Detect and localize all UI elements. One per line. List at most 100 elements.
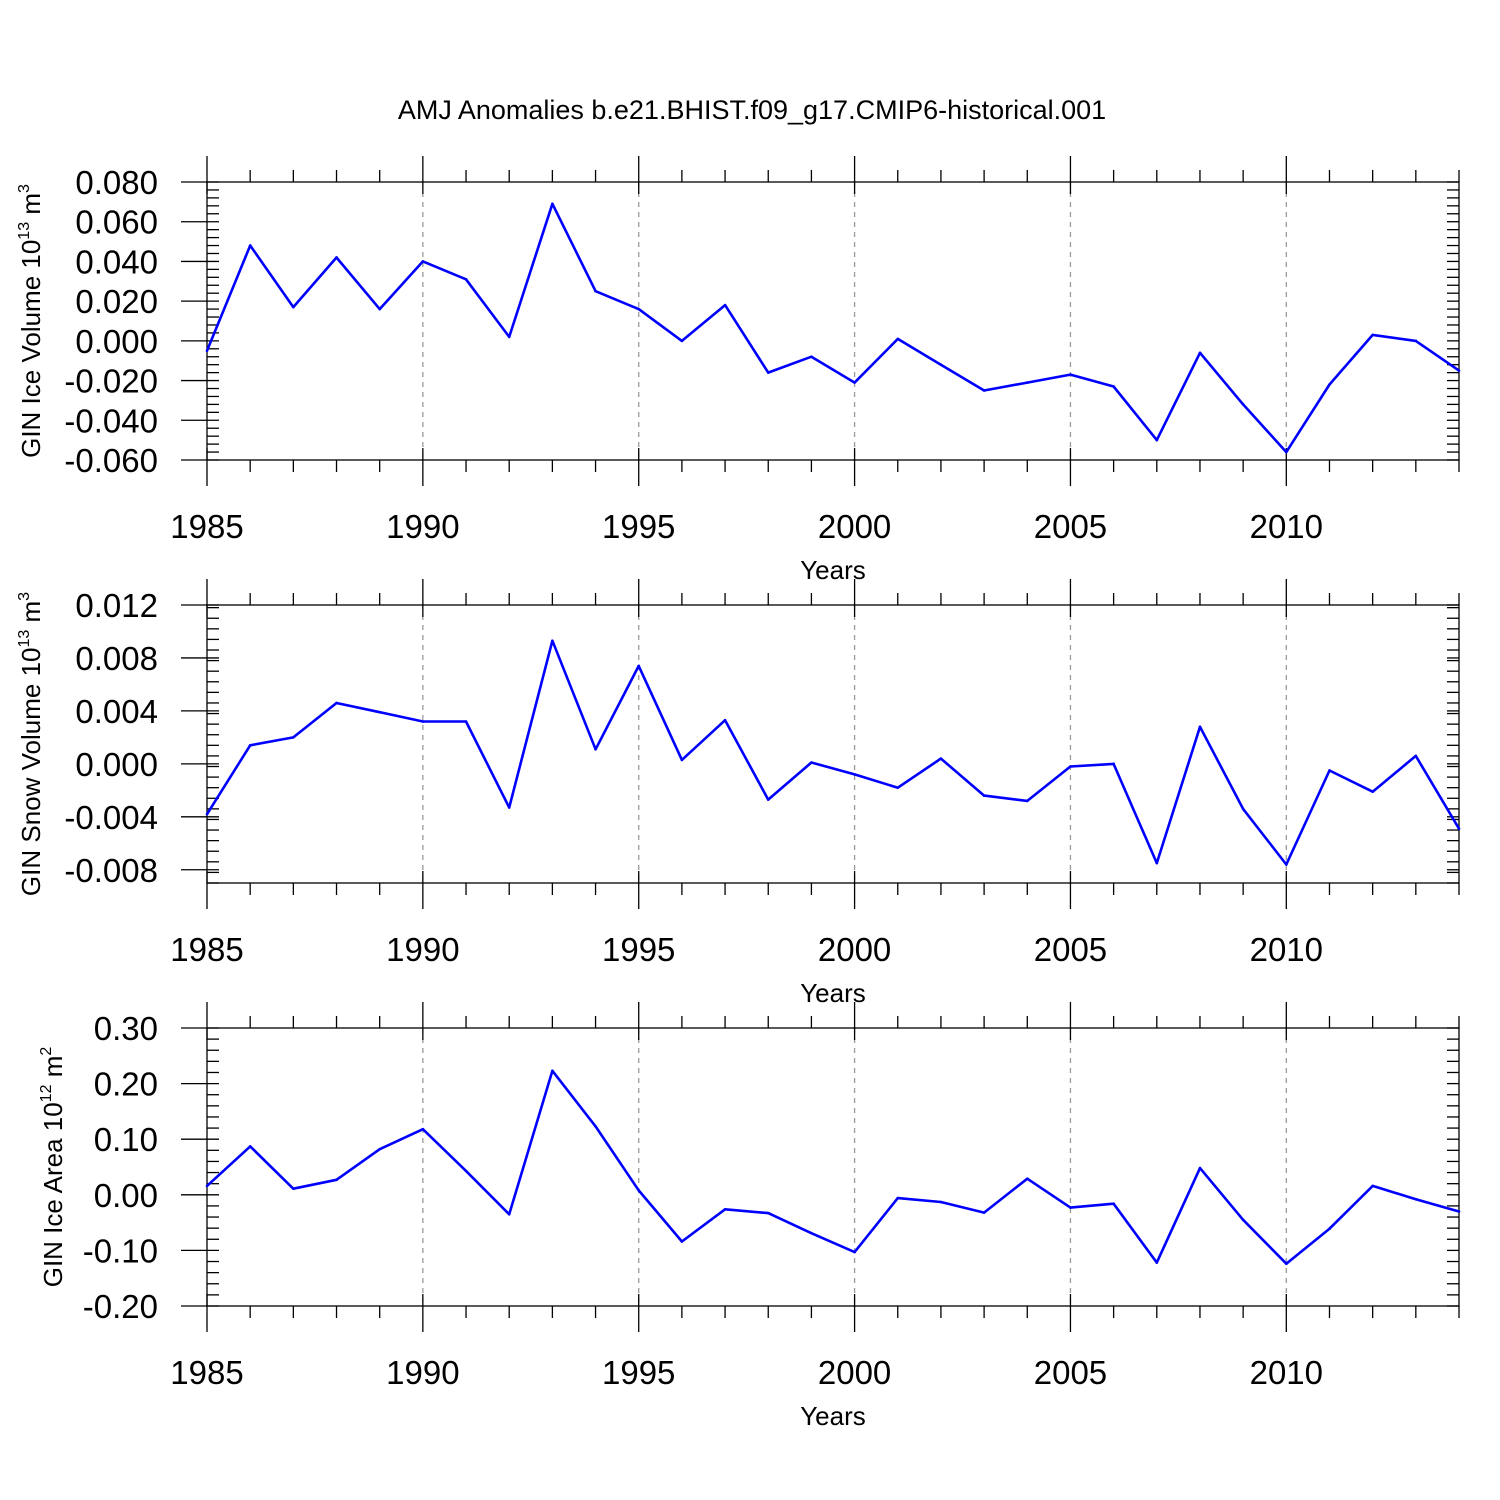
data-point — [551, 639, 554, 643]
data-point — [680, 1240, 684, 1243]
x-tick-label: 1985 — [170, 508, 243, 545]
y-tick-label: 0.060 — [75, 204, 158, 241]
data-point — [1414, 1197, 1418, 1201]
series-line — [205, 639, 1461, 866]
y-tick-label: 0.004 — [75, 693, 158, 730]
data-point — [939, 1200, 943, 1204]
data-point — [1069, 765, 1072, 768]
data-point — [1155, 861, 1159, 865]
data-point — [1285, 1262, 1288, 1266]
x-axis-title: Years — [800, 978, 866, 1008]
data-point — [1328, 383, 1331, 386]
data-point — [939, 363, 943, 366]
x-tick-label: 1990 — [386, 508, 459, 545]
x-tick-label: 1985 — [170, 1354, 243, 1391]
y-tick-label: -0.020 — [64, 363, 158, 400]
data-point — [1155, 1261, 1159, 1264]
y-tick-label: -0.004 — [64, 799, 158, 836]
data-point — [1285, 863, 1288, 866]
data-point — [853, 773, 856, 776]
x-tick-label: 2010 — [1250, 508, 1323, 545]
y-axis-title-part: m — [16, 193, 46, 222]
data-point — [464, 1169, 468, 1173]
data-point — [1112, 762, 1115, 766]
data-point — [939, 757, 943, 760]
data-point — [766, 371, 770, 374]
data-point — [551, 202, 554, 206]
data-point — [766, 798, 770, 801]
y-tick-label: -0.060 — [64, 442, 158, 479]
data-point — [1198, 351, 1202, 355]
x-tick-label: 1995 — [602, 508, 675, 545]
y-axis-title: GIN Ice Volume 1013 m3 — [16, 184, 46, 458]
x-tick-label: 2010 — [1250, 1354, 1323, 1391]
y-tick-label: -0.20 — [83, 1288, 158, 1325]
data-point — [594, 1125, 597, 1128]
y-axis-title-superscript: 13 — [16, 222, 33, 240]
data-point — [464, 278, 468, 281]
data-point — [1371, 1184, 1374, 1188]
data-point — [378, 307, 381, 311]
data-point — [680, 339, 684, 343]
y-axis-title-part: m — [38, 1056, 68, 1085]
chart-title: AMJ Anomalies b.e21.BHIST.f09_g17.CMIP6-… — [398, 95, 1106, 125]
y-tick-label: 0.000 — [75, 323, 158, 360]
data-point — [292, 305, 295, 309]
y-axis-title: GIN Snow Volume 1013 m3 — [16, 592, 46, 896]
y-axis-title-part: GIN Snow Volume 10 — [16, 648, 46, 897]
data-point — [507, 806, 511, 809]
x-tick-label: 1985 — [170, 931, 243, 968]
x-tick-label: 2005 — [1034, 1354, 1107, 1391]
y-axis-title-superscript: 2 — [38, 1047, 55, 1056]
data-point — [1457, 827, 1461, 831]
data-point — [723, 718, 727, 722]
x-tick-label: 2000 — [818, 931, 891, 968]
y-tick-label: 0.020 — [75, 283, 158, 320]
data-point — [723, 1207, 727, 1211]
data-point — [1457, 369, 1461, 372]
panel-1: 1985 1990 1995 2000 2005 20100.0800.0600.0400… — [16, 156, 1461, 585]
data-point — [1241, 1218, 1245, 1222]
data-point — [335, 256, 338, 259]
data-point — [680, 758, 684, 762]
panels: 1985 1990 1995 2000 2005 20100.0800.0600.0400… — [16, 156, 1461, 1431]
x-axis-title: Years — [800, 555, 866, 585]
data-point — [1112, 385, 1115, 388]
data-point — [1414, 754, 1418, 758]
data-point — [853, 381, 856, 384]
panel-3: 1985 1990 1995 2000 2005 2010 0.30 0.20 0.10 0.00… — [38, 1002, 1461, 1431]
data-point — [248, 744, 252, 747]
x-tick-label: 1990 — [386, 931, 459, 968]
data-point — [335, 1178, 338, 1182]
data-point — [378, 1147, 381, 1151]
y-axis-title-part: GIN Ice Volume 10 — [16, 240, 46, 458]
panel-2: 1985 1990 1995 2000 2005 2010 0.012 0.008 0.004 0… — [16, 579, 1461, 1008]
data-point — [1198, 725, 1202, 729]
series-line — [206, 1069, 1460, 1265]
data-point — [1241, 807, 1245, 811]
data-point — [1328, 1227, 1331, 1231]
x-tick-label: 2000 — [818, 508, 891, 545]
data-point — [205, 1184, 209, 1188]
data-point — [248, 244, 252, 247]
y-tick-label: -0.040 — [64, 402, 158, 439]
x-tick-label: 2010 — [1250, 931, 1323, 968]
data-point — [1328, 769, 1331, 772]
data-point — [637, 307, 641, 311]
data-point — [421, 1127, 425, 1131]
y-axis-title-superscript: 3 — [16, 592, 33, 601]
y-tick-label: 0.00 — [94, 1177, 158, 1214]
data-point — [982, 389, 986, 392]
data-point — [507, 1212, 511, 1216]
x-tick-label: 1990 — [386, 1354, 459, 1391]
y-tick-label: -0.10 — [83, 1232, 158, 1269]
data-point — [810, 761, 813, 764]
data-point — [248, 1145, 252, 1148]
data-point — [205, 349, 209, 353]
x-tick-label: 2005 — [1034, 931, 1107, 968]
x-axis-title: Years — [800, 1401, 866, 1431]
plot-frame — [206, 1027, 1460, 1307]
y-tick-label: 0.012 — [75, 587, 158, 624]
plot-frame — [206, 181, 1460, 461]
